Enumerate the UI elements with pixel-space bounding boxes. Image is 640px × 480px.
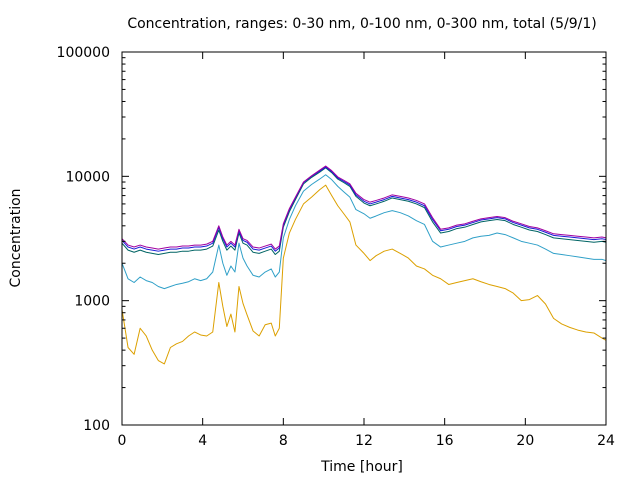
x-tick-label: 24 [597, 433, 615, 449]
x-tick-label: 12 [355, 433, 373, 449]
x-axis-label: Time [hour] [320, 459, 403, 475]
y-tick-label: 10000 [65, 169, 110, 185]
x-tick-label: 8 [279, 433, 288, 449]
y-tick-label: 100000 [57, 45, 110, 61]
x-tick-label: 0 [118, 433, 127, 449]
axes: 0 4 8 12 16 20 24 100 1000 10000 100000 [57, 45, 615, 449]
series-line-4 [121, 166, 607, 252]
series-line-3 [121, 167, 607, 256]
plot-frame [121, 51, 607, 426]
x-tick-label: 4 [198, 433, 207, 449]
series-line-2 [121, 174, 607, 290]
x-tick-label: 16 [436, 433, 454, 449]
series-line-1 [121, 184, 607, 365]
series-line-5 [121, 165, 607, 250]
chart-title: Concentration, ranges: 0-30 nm, 0-100 nm… [127, 16, 596, 32]
plot-lines [121, 165, 607, 365]
y-axis-label: Concentration [8, 188, 24, 287]
x-tick-label: 20 [516, 433, 534, 449]
y-tick-label: 1000 [74, 294, 110, 310]
y-tick-label: 100 [83, 418, 110, 434]
